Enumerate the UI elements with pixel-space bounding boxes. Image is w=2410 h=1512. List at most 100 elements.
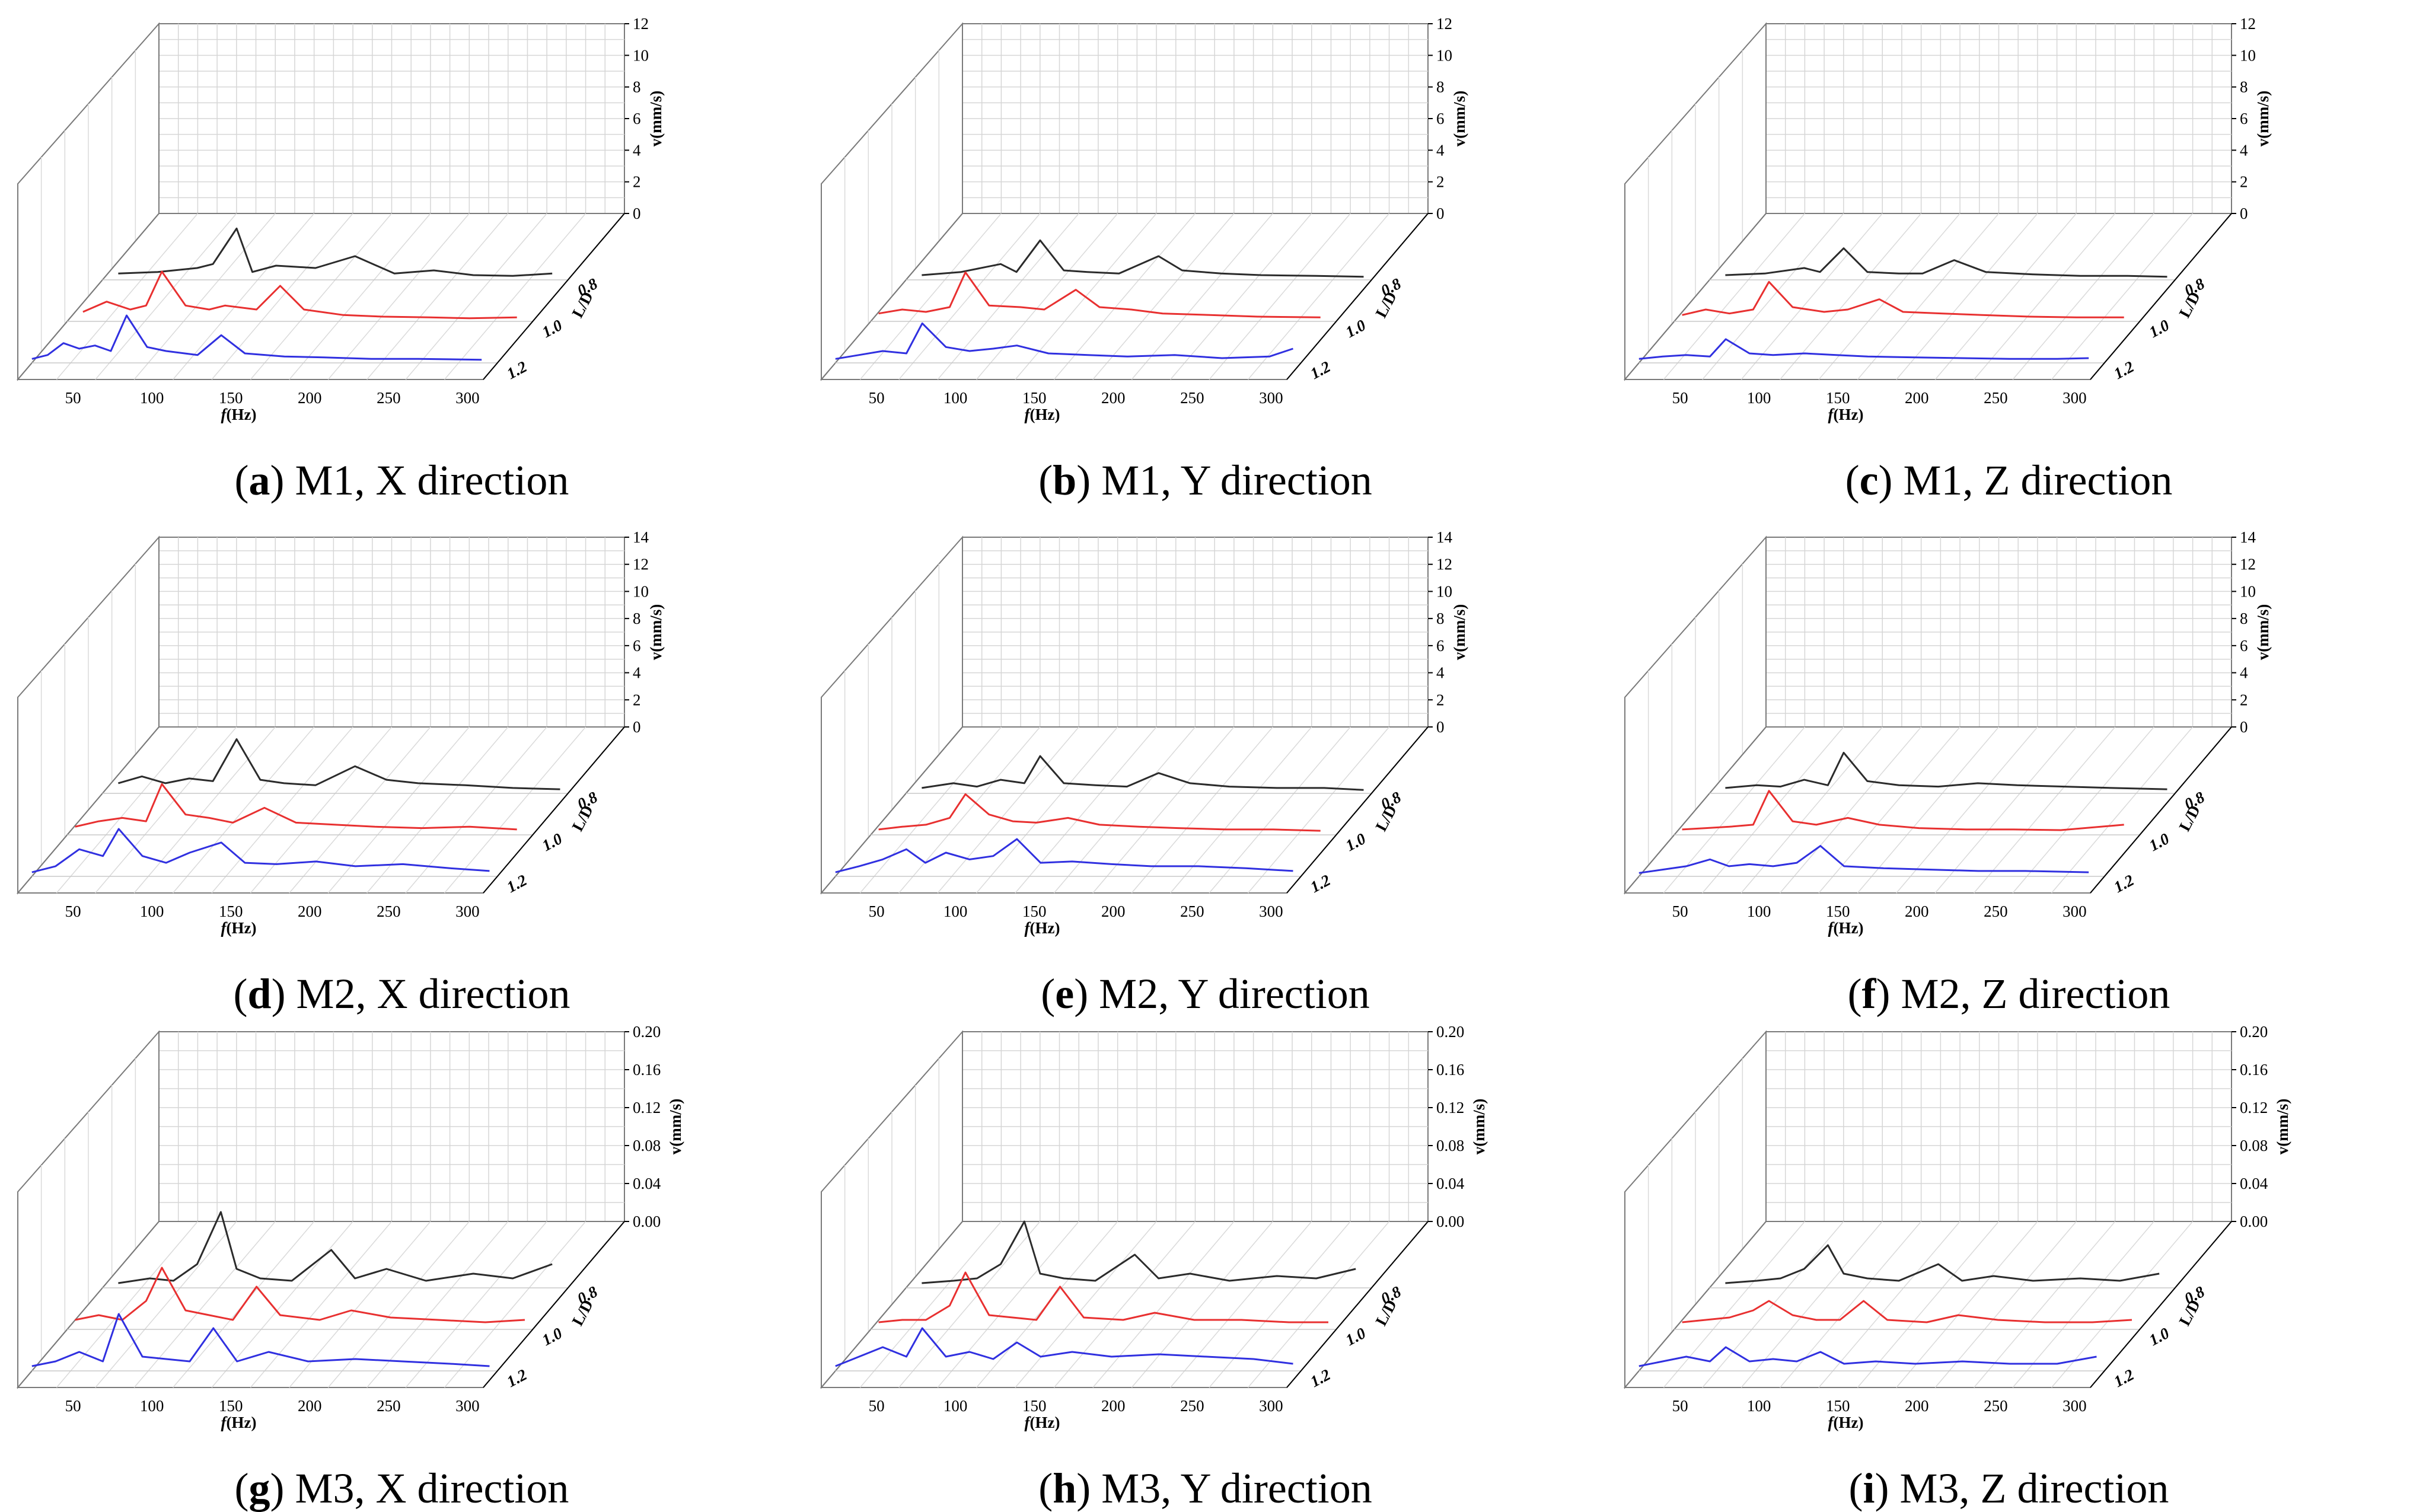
x-tick-label: 200 xyxy=(1101,1397,1126,1415)
floor-grid xyxy=(173,726,315,894)
x-tick-label: 250 xyxy=(1984,389,2008,407)
floor-grid xyxy=(2051,1221,2194,1388)
x-tick-label: 300 xyxy=(2062,902,2087,920)
y-axis-label: v(mm/s) xyxy=(2254,91,2272,146)
series-line-1.0 xyxy=(82,270,517,320)
floor-grid xyxy=(289,726,431,894)
depth-tick-label: 1.0 xyxy=(2146,830,2172,855)
y-tick-label: 2 xyxy=(1436,173,1445,191)
series-line-0.8 xyxy=(118,227,553,277)
y-tick-label: 0.04 xyxy=(633,1175,661,1192)
floor-grid xyxy=(1092,726,1235,894)
floor-grid xyxy=(859,1221,1002,1388)
floor-grid xyxy=(1974,726,2116,894)
y-tick-label: 2 xyxy=(1436,691,1445,709)
x-tick-label: 50 xyxy=(65,902,81,920)
y-axis-label: v(mm/s) xyxy=(2254,604,2272,660)
x-tick-label: 100 xyxy=(943,902,968,920)
x-tick-label: 250 xyxy=(377,1397,401,1415)
caption-text: M2, X direction xyxy=(285,970,570,1017)
floor-grid xyxy=(1818,1221,1960,1388)
series-line-0.8 xyxy=(1725,1244,2160,1284)
floor-grid xyxy=(1934,726,2077,894)
x-tick-label: 300 xyxy=(455,902,480,920)
floor-grid xyxy=(2051,213,2194,380)
x-tick-label: 200 xyxy=(1905,1397,1929,1415)
y-axis-label: v(mm/s) xyxy=(1470,1099,1488,1154)
caption-text: M2, Z direction xyxy=(1890,970,2170,1017)
caption-text: M3, Z direction xyxy=(1889,1465,2169,1512)
x-tick-label: 150 xyxy=(219,1397,243,1415)
depth-tick-label: 1.0 xyxy=(1343,316,1369,342)
floor-grid xyxy=(1170,1221,1312,1388)
x-tick-label: 200 xyxy=(1101,389,1126,407)
caption-text: M3, Y direction xyxy=(1091,1465,1372,1512)
floor-grid xyxy=(1053,213,1196,380)
y-tick-label: 0.00 xyxy=(1436,1213,1464,1230)
depth-tick-label: 1.0 xyxy=(1343,830,1369,855)
x-tick-label: 250 xyxy=(1180,389,1204,407)
y-tick-label: 4 xyxy=(2240,664,2248,682)
series-line-0.8 xyxy=(117,738,560,790)
y-tick-label: 0.12 xyxy=(633,1099,661,1117)
caption-g: (g) M3, X direction xyxy=(234,1465,569,1512)
series-line-0.8 xyxy=(1725,751,2167,790)
series-line-1.0 xyxy=(878,793,1321,832)
x-tick-label: 250 xyxy=(377,389,401,407)
y-tick-label: 2 xyxy=(633,691,641,709)
y-tick-label: 4 xyxy=(633,664,641,682)
floor-grid xyxy=(898,726,1041,894)
floor-grid xyxy=(56,1221,198,1388)
x-tick-label: 200 xyxy=(298,902,322,920)
floor-grid xyxy=(1131,726,1273,894)
depth-axis xyxy=(483,1221,625,1388)
y-tick-label: 10 xyxy=(2240,46,2256,64)
y-tick-label: 4 xyxy=(1436,664,1445,682)
y-tick-label: 10 xyxy=(633,582,649,600)
y-tick-label: 0 xyxy=(1436,205,1445,222)
series-line-0.8 xyxy=(118,1211,553,1284)
x-tick-label: 50 xyxy=(1672,902,1688,920)
floor-grid xyxy=(444,726,586,894)
y-tick-label: 8 xyxy=(1436,610,1445,627)
x-tick-label: 300 xyxy=(455,389,480,407)
y-tick-label: 10 xyxy=(1436,582,1452,600)
y-tick-label: 12 xyxy=(633,15,649,33)
floor-grid xyxy=(1857,1221,2000,1388)
y-tick-label: 0.16 xyxy=(633,1061,661,1079)
y-tick-label: 4 xyxy=(633,141,641,159)
y-tick-label: 10 xyxy=(1436,46,1452,64)
x-tick-label: 100 xyxy=(140,902,164,920)
floor-grid xyxy=(1780,1221,1922,1388)
series-line-1.2 xyxy=(31,828,490,873)
y-tick-label: 0.16 xyxy=(1436,1061,1464,1079)
floor-grid xyxy=(1896,726,2038,894)
caption-letter: a xyxy=(248,457,270,504)
y-tick-label: 0.20 xyxy=(633,1023,661,1041)
series-line-1.0 xyxy=(1682,1300,2132,1323)
series-line-1.2 xyxy=(835,838,1293,873)
caption-letter: f xyxy=(1861,970,1876,1017)
x-tick-label: 250 xyxy=(1180,902,1204,920)
series-line-1.0 xyxy=(75,1267,525,1323)
floor-grid xyxy=(1663,213,1805,380)
floor-grid xyxy=(1974,213,2116,380)
floor-grid xyxy=(1248,726,1390,894)
floor-grid xyxy=(327,1221,470,1388)
x-tick-label: 200 xyxy=(1101,902,1126,920)
x-tick-label: 50 xyxy=(65,389,81,407)
floor-grid xyxy=(1053,726,1196,894)
y-axis-label: v(mm/s) xyxy=(647,604,665,660)
floor-grid xyxy=(1934,213,2077,380)
caption-text: M1, X direction xyxy=(284,457,569,504)
caption-e: (e) M2, Y direction xyxy=(1041,970,1370,1017)
y-tick-label: 0.00 xyxy=(633,1213,661,1230)
depth-tick-label: 1.2 xyxy=(504,358,530,382)
x-tick-label: 250 xyxy=(1984,1397,2008,1415)
floor-grid xyxy=(976,213,1118,380)
y-axis-label: v(mm/s) xyxy=(647,91,665,146)
floor-grid xyxy=(1857,213,2000,380)
caption-letter: e xyxy=(1055,970,1075,1017)
floor-grid xyxy=(327,213,470,380)
